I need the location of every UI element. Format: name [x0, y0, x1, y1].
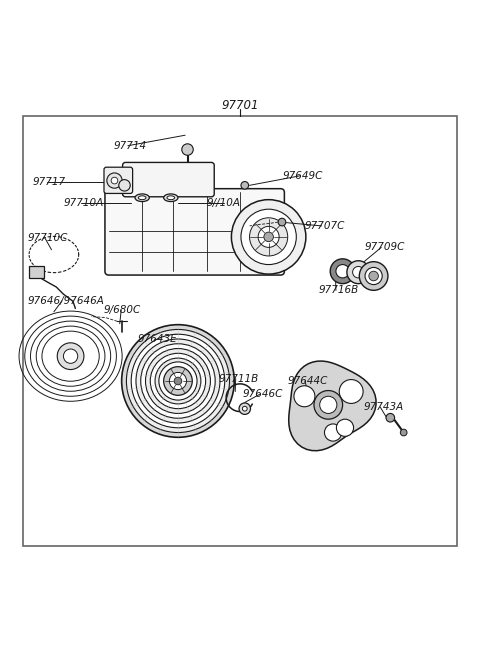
Circle shape: [386, 413, 395, 422]
Text: 97711B: 97711B: [218, 374, 259, 384]
Circle shape: [242, 406, 247, 411]
Text: 97646/97646A: 97646/97646A: [28, 296, 105, 306]
Circle shape: [159, 362, 197, 400]
Circle shape: [336, 265, 349, 278]
Ellipse shape: [138, 196, 146, 200]
Text: 97743A: 97743A: [363, 402, 403, 412]
Text: 97707C: 97707C: [304, 221, 345, 231]
Circle shape: [347, 261, 370, 284]
Circle shape: [150, 353, 205, 409]
Ellipse shape: [164, 194, 178, 202]
Circle shape: [164, 367, 192, 396]
Circle shape: [330, 259, 355, 284]
Circle shape: [174, 377, 182, 385]
Circle shape: [145, 349, 210, 413]
Circle shape: [400, 429, 407, 436]
Text: 97649C: 97649C: [283, 171, 324, 181]
Ellipse shape: [135, 194, 149, 202]
Circle shape: [57, 343, 84, 369]
Circle shape: [365, 267, 382, 284]
Circle shape: [107, 173, 122, 188]
Circle shape: [231, 200, 306, 274]
Circle shape: [119, 179, 130, 191]
Text: 97710C: 97710C: [28, 233, 68, 243]
Circle shape: [324, 424, 342, 441]
Text: 97646C: 97646C: [242, 390, 283, 399]
Circle shape: [314, 390, 343, 419]
FancyBboxPatch shape: [29, 267, 44, 278]
Text: 97710A: 97710A: [63, 198, 104, 208]
Circle shape: [111, 177, 118, 184]
Circle shape: [126, 329, 229, 432]
FancyBboxPatch shape: [104, 167, 132, 193]
Circle shape: [278, 218, 286, 226]
Circle shape: [250, 217, 288, 256]
Circle shape: [258, 227, 279, 248]
Text: 97714: 97714: [114, 141, 147, 150]
Circle shape: [63, 349, 78, 363]
FancyBboxPatch shape: [122, 162, 214, 197]
Text: 97716B: 97716B: [319, 285, 359, 296]
Ellipse shape: [167, 196, 175, 200]
Circle shape: [241, 181, 249, 189]
Circle shape: [264, 232, 274, 242]
Text: 97709C: 97709C: [364, 242, 405, 252]
Text: 97701: 97701: [221, 99, 259, 112]
Circle shape: [141, 344, 215, 419]
FancyBboxPatch shape: [105, 189, 284, 275]
Circle shape: [360, 261, 388, 290]
Text: 97717: 97717: [33, 177, 66, 187]
Text: 9//10A: 9//10A: [206, 198, 240, 208]
Circle shape: [320, 396, 337, 413]
Circle shape: [239, 403, 251, 415]
Circle shape: [121, 325, 234, 438]
Circle shape: [182, 144, 193, 155]
Circle shape: [155, 358, 201, 404]
Circle shape: [294, 386, 315, 407]
Text: 9/680C: 9/680C: [104, 306, 141, 315]
Circle shape: [241, 209, 296, 265]
Circle shape: [136, 339, 220, 423]
Circle shape: [353, 267, 364, 278]
Circle shape: [336, 419, 354, 436]
Text: 97643E: 97643E: [137, 334, 177, 344]
Polygon shape: [289, 361, 376, 451]
Circle shape: [369, 271, 378, 281]
Circle shape: [169, 373, 187, 390]
Text: 97644C: 97644C: [288, 376, 328, 386]
Circle shape: [339, 380, 363, 403]
Circle shape: [131, 334, 225, 428]
